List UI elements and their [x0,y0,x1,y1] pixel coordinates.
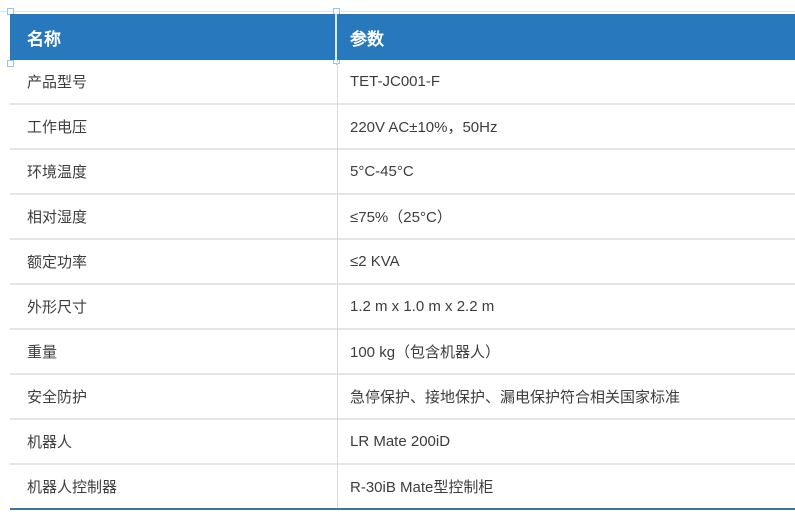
row-value-cell: R-30iB Mate型控制柜 [350,479,494,496]
table-row: 环境温度 5°C-45°C [10,150,795,195]
row-label-cell: 机器人控制器 [27,479,118,496]
table-body: 产品型号 TET-JC001-F 工作电压 220V AC±10%，50Hz 环… [10,60,795,510]
table-header-row: 名称 参数 [10,14,795,60]
row-label-cell: 安全防护 [27,389,88,406]
selection-top-line [0,11,795,12]
table-row: 机器人控制器 R-30iB Mate型控制柜 [10,465,795,510]
body-column-divider [337,60,338,508]
row-label-cell: 相对湿度 [27,209,88,226]
row-value-cell: 1.2 m x 1.0 m x 2.2 m [350,298,495,315]
row-label-cell: 重量 [27,344,58,361]
row-value-cell: ≤2 KVA [350,253,400,270]
table-row: 产品型号 TET-JC001-F [10,60,795,105]
table-row: 外形尺寸 1.2 m x 1.0 m x 2.2 m [10,285,795,330]
row-value-cell: 100 kg（包含机器人） [350,344,501,361]
header-cell-param: 参数 [350,29,384,49]
table-row: 安全防护 急停保护、接地保护、漏电保护符合相关国家标准 [10,375,795,420]
spec-table: 名称 参数 产品型号 TET-JC001-F 工作电压 220V AC±10%，… [10,14,795,510]
table-row: 相对湿度 ≤75%（25°C） [10,195,795,240]
table-row: 重量 100 kg（包含机器人） [10,330,795,375]
table-row: 工作电压 220V AC±10%，50Hz [10,105,795,150]
row-value-cell: LR Mate 200iD [350,433,451,450]
row-value-cell: TET-JC001-F [350,73,441,90]
row-label-cell: 外形尺寸 [27,299,88,316]
table-row: 额定功率 ≤2 KVA [10,240,795,285]
row-label-cell: 工作电压 [27,119,88,136]
row-label-cell: 产品型号 [27,74,88,91]
header-column-divider [335,14,337,60]
column-resize-handle-left-bottom[interactable] [7,60,14,67]
table-row: 机器人 LR Mate 200iD [10,420,795,465]
row-value-cell: ≤75%（25°C） [350,209,452,226]
row-label-cell: 额定功率 [27,254,88,271]
row-label-cell: 机器人 [27,434,73,451]
row-label-cell: 环境温度 [27,164,88,181]
row-value-cell: 220V AC±10%，50Hz [350,119,498,136]
row-value-cell: 5°C-45°C [350,163,414,180]
row-value-cell: 急停保护、接地保护、漏电保护符合相关国家标准 [350,389,681,406]
header-cell-name: 名称 [27,29,61,49]
